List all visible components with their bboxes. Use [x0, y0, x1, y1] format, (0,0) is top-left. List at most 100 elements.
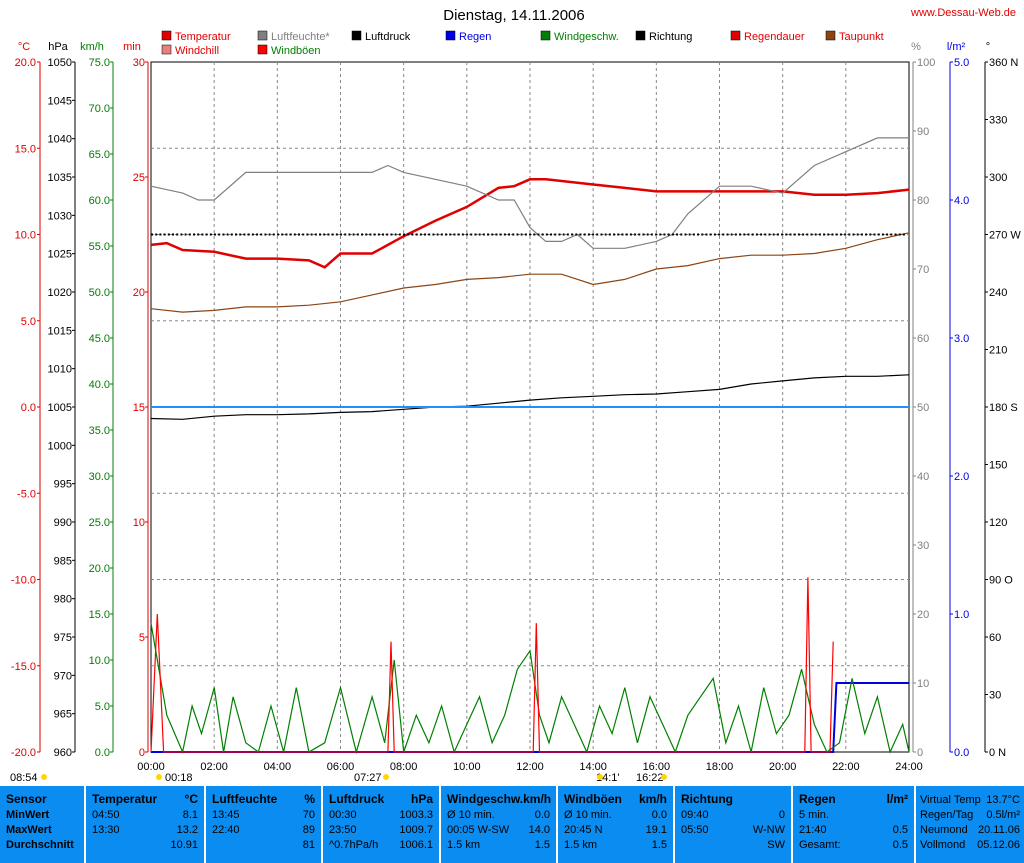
direction-point — [789, 233, 792, 236]
direction-point — [579, 233, 582, 236]
direction-point — [562, 233, 565, 236]
direction-point — [844, 233, 847, 236]
direction-point — [655, 233, 658, 236]
direction-point — [369, 233, 372, 236]
direction-point — [394, 233, 397, 236]
direction-point — [306, 233, 309, 236]
direction-point — [604, 233, 607, 236]
direction-point — [621, 233, 624, 236]
direction-point — [566, 233, 569, 236]
direction-point — [571, 233, 574, 236]
cell-value: 0.0 — [651, 809, 667, 821]
humidity-tick-label: 100 — [917, 57, 935, 69]
legend-label: Luftdruck — [365, 31, 411, 43]
extra-info: Virtual Temp 13.7°C Regen/Tag 0.5l/m² Neumon… — [916, 786, 1024, 863]
direction-point — [260, 233, 263, 236]
pressure-tick-label: 1045 — [48, 95, 72, 107]
direction-point — [781, 233, 784, 236]
direction-point — [209, 233, 212, 236]
direction-point — [671, 233, 674, 236]
direction-point — [638, 233, 641, 236]
direction-point — [667, 233, 670, 236]
direction-point — [310, 233, 313, 236]
direction-point — [159, 233, 162, 236]
column-unit: l/m² — [886, 792, 908, 806]
direction-point — [176, 233, 179, 236]
table-column-richtung: Richtung 09:40 0 05:50 W-NW SW — [675, 786, 793, 863]
rain-axis-unit: l/m² — [947, 41, 966, 53]
time-tick-label: 20:00 — [769, 761, 797, 773]
direction-point — [797, 233, 800, 236]
direction-point — [193, 233, 196, 236]
direction-point — [289, 233, 292, 236]
direction-point — [722, 233, 725, 236]
direction-axis-unit: ° — [986, 41, 990, 53]
cell-label: 13:30 — [92, 824, 120, 836]
table-column-windben: Windböen km/h Ø 10 min. 0.0 20:45 N 19.1 1.5 k… — [558, 786, 675, 863]
wind-tick-label: 60.0 — [89, 195, 110, 207]
table-column-luftfeuchte: Luftfeuchte% 13:45 70 22:40 89 81 — [206, 786, 323, 863]
humidity-tick-label: 40 — [917, 471, 929, 483]
direction-point — [453, 233, 456, 236]
legend-swatch — [445, 30, 456, 41]
cell-label: 00:05 W-SW — [447, 824, 510, 836]
direction-point — [277, 233, 280, 236]
wind-tick-label: 20.0 — [89, 563, 110, 575]
direction-point — [323, 233, 326, 236]
table-column-temperatur: Temperatur °C 04:50 8.1 13:30 13.2 10.91 — [86, 786, 206, 863]
column-header: Regen — [799, 792, 836, 806]
cell-value: 0.5 — [892, 839, 908, 851]
direction-point — [676, 233, 679, 236]
minutes-axis-unit: min — [123, 41, 141, 53]
direction-point — [680, 233, 683, 236]
direction-point — [869, 233, 872, 236]
cell-label: 5 min. — [799, 809, 829, 821]
legend-swatch — [161, 44, 172, 55]
direction-point — [411, 233, 414, 236]
cell-label: MaxWert — [6, 824, 52, 836]
direction-point — [499, 233, 502, 236]
legend-label: Temperatur — [175, 31, 231, 43]
weather-chart: Dienstag, 14.11.2006 www.Dessau-Web.de T… — [10, 7, 1021, 784]
direction-point — [529, 233, 532, 236]
pressure-tick-label: 990 — [54, 517, 72, 529]
direction-point — [545, 233, 548, 236]
direction-point — [558, 233, 561, 236]
direction-point — [600, 233, 603, 236]
direction-point — [398, 233, 401, 236]
wind-axis-unit: km/h — [80, 41, 104, 53]
column-header: Temperatur — [92, 792, 158, 806]
cell-value: 8.1 — [182, 809, 198, 821]
direction-point — [835, 233, 838, 236]
direction-point — [776, 233, 779, 236]
cell-value: 19.1 — [645, 824, 667, 836]
cell-label: Ø 10 min. — [447, 809, 495, 821]
wind-tick-label: 75.0 — [89, 57, 110, 69]
wind-tick-label: 10.0 — [89, 655, 110, 667]
direction-point — [550, 233, 553, 236]
plot-area: 00:00 02:00 04:00 06:00 08:00 10:00 12:00 14:00… — [10, 61, 923, 784]
website-label[interactable]: www.Dessau-Web.de — [910, 7, 1016, 19]
direction-point — [524, 233, 527, 236]
legend-label: Regendauer — [744, 31, 805, 43]
sun-icon — [661, 774, 667, 780]
direction-point — [827, 233, 830, 236]
direction-point — [264, 233, 267, 236]
direction-point — [554, 233, 557, 236]
temp-tick-label: -10.0 — [11, 575, 36, 587]
pressure-tick-label: 980 — [54, 594, 72, 606]
direction-point — [810, 233, 813, 236]
direction-point — [487, 233, 490, 236]
time-tick-label: 00:00 — [137, 761, 165, 773]
cell-label: 1.5 km — [564, 839, 598, 851]
temp-tick-label: -5.0 — [17, 488, 36, 500]
direction-point — [760, 233, 763, 236]
wind-tick-label: 5.0 — [95, 701, 110, 713]
cell-value: 1006.1 — [399, 839, 433, 851]
sun-event-time: 00:18 — [165, 772, 193, 784]
pressure-tick-label: 995 — [54, 479, 72, 491]
cell-label: Gesamt: — [799, 839, 841, 851]
direction-point — [747, 233, 750, 236]
direction-point — [272, 233, 275, 236]
cell-value: 14.0 — [528, 824, 550, 836]
